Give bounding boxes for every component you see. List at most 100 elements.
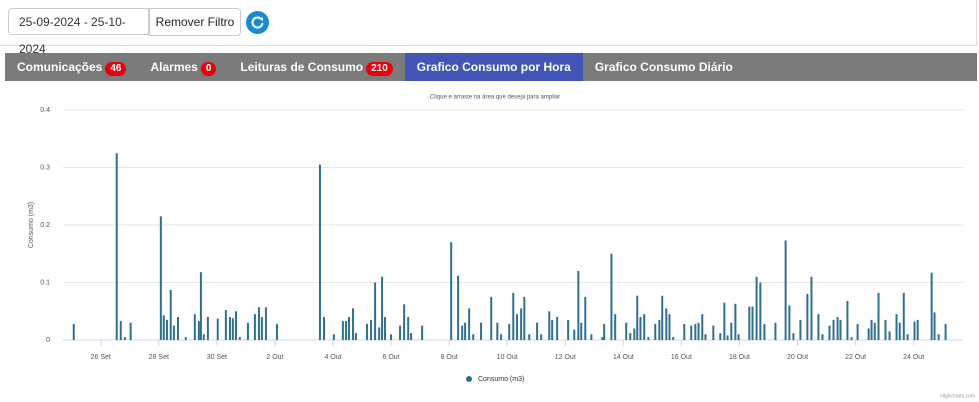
bar	[216, 318, 219, 340]
bar	[390, 334, 393, 340]
bar	[264, 307, 267, 340]
bar	[354, 333, 357, 340]
bar	[421, 325, 424, 340]
bar	[906, 334, 909, 340]
bar	[832, 319, 835, 340]
bar	[590, 334, 593, 340]
bar	[870, 319, 873, 340]
tab[interactable]: Grafico Consumo Diário	[583, 53, 745, 81]
tab-label: Grafico Consumo Diário	[594, 60, 733, 74]
bar	[944, 323, 947, 340]
bar	[636, 295, 639, 340]
bar	[500, 334, 503, 340]
tab-label: Leituras de Consumo	[240, 60, 364, 74]
bar	[115, 153, 118, 340]
tab[interactable]: Grafico Consumo por Hora	[404, 53, 583, 81]
x-tick-label: 18 Out	[729, 354, 750, 361]
bar	[253, 314, 256, 340]
bar	[228, 317, 231, 340]
bar	[888, 331, 891, 340]
date-range-input[interactable]: 25-09-2024 - 25-10-2024	[8, 8, 149, 56]
x-tick-label: 6 Out	[383, 354, 400, 361]
bar	[759, 282, 762, 340]
bar	[751, 306, 754, 340]
bar	[410, 333, 413, 340]
bar	[540, 334, 543, 340]
bar	[260, 317, 263, 340]
bar	[202, 334, 205, 340]
bar	[468, 308, 471, 340]
bar	[788, 305, 791, 340]
bar	[345, 321, 348, 340]
y-tick-label: 0.4	[40, 107, 50, 114]
bar	[856, 323, 859, 340]
bar	[332, 334, 335, 340]
tab[interactable]: Comunicações 46	[5, 53, 138, 81]
bar	[877, 292, 880, 340]
bar	[378, 327, 381, 340]
bar	[774, 322, 777, 340]
bar	[799, 319, 802, 340]
bar	[601, 337, 604, 340]
bar	[199, 272, 202, 340]
bar	[162, 315, 165, 340]
refresh-button[interactable]	[246, 11, 269, 34]
bar	[567, 319, 570, 340]
bar	[895, 314, 898, 340]
bar	[614, 314, 617, 340]
y-tick-label: 0	[46, 337, 50, 344]
bar	[347, 317, 350, 340]
bar	[737, 334, 740, 340]
x-tick-label: 26 Set	[91, 354, 111, 361]
bar	[383, 317, 386, 340]
tab-badge: 46	[105, 62, 127, 76]
bar	[846, 300, 849, 340]
x-tick-label: 24 Out	[903, 354, 924, 361]
chart-subtitle: Clique e arraste na área que deseja para…	[430, 95, 560, 101]
bar	[723, 302, 726, 340]
bar	[580, 322, 583, 340]
bar	[480, 322, 483, 340]
bar	[629, 333, 632, 340]
tab-badge: 0	[200, 62, 217, 76]
bar	[573, 329, 576, 340]
bar	[930, 272, 933, 340]
bar	[704, 334, 707, 340]
tab[interactable]: Leituras de Consumo 210	[228, 53, 404, 81]
bar	[821, 334, 824, 340]
bar	[246, 322, 249, 340]
bar	[399, 325, 402, 340]
bar	[784, 240, 787, 340]
bar	[792, 333, 795, 340]
bar	[643, 314, 646, 340]
bar	[726, 335, 729, 340]
bar	[374, 282, 377, 340]
bar	[275, 323, 278, 340]
x-tick-label: 16 Out	[671, 354, 692, 361]
y-tick-label: 0.2	[40, 222, 50, 229]
bar	[836, 317, 839, 340]
x-tick-label: 8 Out	[441, 354, 458, 361]
bar	[763, 323, 766, 340]
bar	[610, 253, 613, 340]
bar	[748, 306, 751, 340]
tab[interactable]: Alarmes 0	[138, 53, 228, 81]
bar	[490, 296, 493, 340]
bar	[457, 275, 460, 340]
bar	[341, 321, 344, 340]
y-tick-label: 0.1	[40, 279, 50, 286]
bar	[496, 322, 499, 340]
bar	[647, 337, 650, 340]
chart: Clique e arraste na área que deseja para…	[28, 95, 975, 400]
x-tick-label: 14 Out	[613, 354, 634, 361]
bar	[654, 323, 657, 340]
bar	[898, 322, 901, 340]
remove-filter-button[interactable]: Remover Filtro	[149, 8, 241, 36]
bar	[235, 311, 238, 340]
bar	[370, 319, 373, 340]
x-tick-label: 2 Out	[266, 354, 283, 361]
bar	[365, 323, 368, 340]
bar	[873, 322, 876, 340]
bar	[169, 289, 172, 340]
bar	[556, 317, 559, 340]
